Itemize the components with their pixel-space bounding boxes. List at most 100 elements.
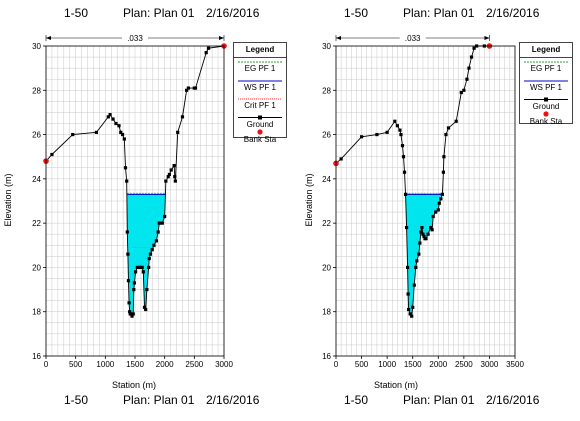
ground-point [126, 252, 130, 256]
x-tick-label: 2500 [185, 360, 203, 369]
ground-point [154, 239, 158, 243]
x-tick-label: 3000 [481, 360, 499, 369]
ground-point [111, 117, 115, 121]
ground-point [430, 228, 434, 232]
legend-eg-label: EG PF 1 [244, 64, 276, 73]
header-station: 1-50 [64, 6, 89, 20]
manning-arrow-right [484, 36, 490, 40]
x-axis-title: Station (m) [374, 380, 419, 390]
ground-point [426, 232, 430, 236]
ground-point [417, 252, 421, 256]
ground-point [206, 46, 211, 50]
ground-point [147, 265, 151, 270]
legend-ground-swatch [524, 97, 568, 102]
legend-ground-swatch [238, 115, 282, 120]
ground-point [141, 270, 145, 274]
ground-point [411, 305, 415, 309]
ground-point [50, 152, 54, 157]
ground-point [459, 90, 463, 95]
ground-point [465, 77, 469, 81]
water-fill [405, 194, 443, 317]
legend-ws-label: WS PF 1 [243, 83, 276, 92]
ground-point [176, 130, 180, 134]
legend-item-bank: Bank Sta [234, 129, 286, 144]
manning-arrow-left [336, 36, 341, 40]
ground-point [424, 237, 428, 241]
x-tick-label: 2500 [455, 360, 473, 369]
cross-section-plot: 0 500 1000 1500 2000 2500 3000 3500 16 18 20 22 24 26… [322, 33, 524, 369]
legend-item-bank: Bank Sta [520, 111, 572, 126]
legend-title: Legend [234, 43, 286, 58]
ground-point [462, 88, 466, 92]
y-tick-label: 22 [322, 219, 331, 228]
ground-point [429, 225, 433, 230]
header-plan: Plan: Plan 01 [123, 6, 195, 20]
legend-bank-label: Bank Sta [529, 117, 563, 126]
ground-point [126, 279, 131, 283]
ground-point [135, 265, 139, 270]
ground-point [399, 132, 403, 137]
manning-arrow-right [219, 36, 224, 40]
ground-point [147, 256, 151, 261]
footer-station: 1-50 [344, 393, 369, 407]
header-date: 2/16/2016 [206, 6, 260, 20]
footer-plan: Plan: Plan 01 [123, 393, 195, 407]
ground-point [132, 281, 137, 285]
ground-point [403, 192, 408, 196]
ground-point [71, 132, 75, 137]
y-tick-label: 22 [32, 219, 41, 228]
ground-point [123, 166, 128, 170]
legend-ground-label: Ground [532, 102, 560, 111]
x-tick-label: 2000 [156, 360, 174, 369]
legend-item-crit: Crit PF 1 [234, 97, 286, 115]
x-tick-label: 3000 [215, 360, 233, 369]
ground-point [434, 210, 438, 214]
ground-point [421, 232, 425, 236]
x-tick-label: 2000 [429, 360, 447, 369]
header-station: 1-50 [344, 6, 369, 20]
cross-section-plot: 0 500 1000 1500 2000 2500 3000 16 18 20 22 24 26 28 30… [32, 33, 233, 369]
ground-point [359, 135, 364, 139]
y-axis-title: Elevation (m) [304, 173, 314, 227]
footer-plan: Plan: Plan 01 [403, 393, 475, 407]
ground-point [339, 157, 343, 161]
legend-crit-swatch [238, 98, 282, 100]
ground-point [164, 179, 168, 183]
ground-point [128, 310, 132, 314]
ground-point [186, 86, 190, 90]
ground-point [129, 312, 133, 316]
chart-panel-2: 1-50 Plan: Plan 01 2/16/2016 0 500 1000 150… [290, 0, 580, 421]
x-tick-label: 1000 [378, 360, 396, 369]
ground-point [157, 221, 161, 225]
manning-label: .033 [405, 34, 421, 43]
legend-item-ws: WS PF 1 [234, 79, 286, 97]
ground-point [420, 225, 424, 230]
x-tick-label: 1500 [126, 360, 144, 369]
ground-point [406, 292, 410, 296]
ground-point [122, 137, 126, 141]
ground-point [395, 124, 399, 128]
header-plan: Plan: Plan 01 [403, 6, 475, 20]
manning-label-bg [122, 33, 148, 43]
ground-point [173, 175, 177, 179]
x-tick-label: 500 [69, 360, 83, 369]
ground-point [454, 119, 458, 123]
legend-item-ground: Ground [234, 115, 286, 129]
legend-ws-swatch [524, 80, 568, 82]
manning-label: .033 [127, 34, 143, 43]
ground-point [125, 230, 129, 234]
ground-point [106, 115, 110, 119]
y-tick-label: 28 [32, 86, 41, 95]
ground-point [160, 221, 164, 225]
ground-point [385, 130, 389, 134]
ground-point [142, 305, 147, 309]
x-tick-label: 1500 [404, 360, 422, 369]
ground-point [131, 312, 135, 316]
y-tick-label: 28 [322, 86, 331, 95]
manning-label-bg [399, 33, 426, 43]
ground-point [412, 283, 416, 287]
legend-ground-label: Ground [246, 120, 274, 129]
footer-date: 2/16/2016 [486, 393, 540, 407]
ground-point [148, 252, 153, 256]
ground-point [166, 175, 170, 179]
